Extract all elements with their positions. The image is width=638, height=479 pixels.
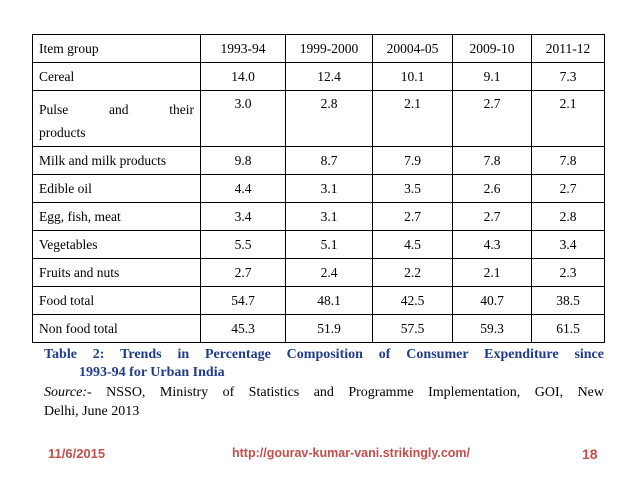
cell-value: 10.1 — [372, 62, 453, 91]
source-label: Source:- — [44, 385, 92, 400]
cell-value: 51.9 — [285, 314, 373, 343]
cell-value: 2.7 — [452, 90, 532, 147]
cell-value: 57.5 — [372, 314, 453, 343]
table-header-row: Item group 1993-94 1999-2000 20004-05 20… — [32, 34, 605, 63]
cell-value: 3.4 — [531, 230, 605, 259]
row-label: Cereal — [32, 62, 201, 91]
row-label: Food total — [32, 286, 201, 315]
cell-value: 2.3 — [531, 258, 605, 287]
cell-value: 2.1 — [372, 90, 453, 147]
row-label-line1: Pulse and their — [39, 102, 194, 117]
page-number: 18 — [582, 446, 598, 462]
header-year: 2011-12 — [531, 34, 605, 63]
cell-value: 5.1 — [285, 230, 373, 259]
cell-value: 61.5 — [531, 314, 605, 343]
row-label: Edible oil — [32, 174, 201, 203]
cell-value: 2.6 — [452, 174, 532, 203]
cell-value: 8.7 — [285, 146, 373, 175]
cell-value: 12.4 — [285, 62, 373, 91]
source-text: NSSO, Ministry of Statistics and Program… — [91, 385, 604, 400]
cell-value: 4.5 — [372, 230, 453, 259]
source-line2: Delhi, June 2013 — [44, 404, 140, 419]
table-row: Edible oil 4.4 3.1 3.5 2.6 2.7 — [32, 174, 605, 203]
cell-value: 2.8 — [531, 202, 605, 231]
cell-value: 42.5 — [372, 286, 453, 315]
row-label: Egg, fish, meat — [32, 202, 201, 231]
row-label: Fruits and nuts — [32, 258, 201, 287]
table-row: Fruits and nuts 2.7 2.4 2.2 2.1 2.3 — [32, 258, 605, 287]
expenditure-table: Item group 1993-94 1999-2000 20004-05 20… — [32, 34, 605, 343]
header-year: 2009-10 — [452, 34, 532, 63]
cell-value: 3.0 — [200, 90, 286, 147]
cell-value: 45.3 — [200, 314, 286, 343]
footer-url-link[interactable]: http://gourav-kumar-vani.strikingly.com/ — [232, 446, 471, 460]
footer-date: 11/6/2015 — [48, 446, 106, 461]
header-year: 1999-2000 — [285, 34, 373, 63]
cell-value: 48.1 — [285, 286, 373, 315]
row-label: Milk and milk products — [32, 146, 201, 175]
cell-value: 4.3 — [452, 230, 532, 259]
row-label: Vegetables — [32, 230, 201, 259]
cell-value: 2.1 — [531, 90, 605, 147]
cell-value: 5.5 — [200, 230, 286, 259]
caption-line2: 1993-94 for Urban India — [79, 364, 225, 380]
cell-value: 9.8 — [200, 146, 286, 175]
table-row: Cereal 14.0 12.4 10.1 9.1 7.3 — [32, 62, 605, 91]
cell-value: 4.4 — [200, 174, 286, 203]
cell-value: 7.9 — [372, 146, 453, 175]
source-note: Source:- NSSO, Ministry of Statistics an… — [44, 383, 604, 421]
cell-value: 2.4 — [285, 258, 373, 287]
table-row: Egg, fish, meat 3.4 3.1 2.7 2.7 2.8 — [32, 202, 605, 231]
cell-value: 2.7 — [452, 202, 532, 231]
cell-value: 2.1 — [452, 258, 532, 287]
header-year: 20004-05 — [372, 34, 453, 63]
header-year: 1993-94 — [200, 34, 286, 63]
row-label: Pulse and their products — [32, 90, 201, 147]
cell-value: 40.7 — [452, 286, 532, 315]
cell-value: 2.8 — [285, 90, 373, 147]
cell-value: 14.0 — [200, 62, 286, 91]
cell-value: 9.1 — [452, 62, 532, 91]
cell-value: 3.4 — [200, 202, 286, 231]
cell-value: 7.8 — [531, 146, 605, 175]
table-caption: Table 2: Trends in Percentage Compositio… — [44, 346, 604, 381]
cell-value: 7.8 — [452, 146, 532, 175]
row-label: Non food total — [32, 314, 201, 343]
row-label-line2: products — [39, 125, 86, 140]
cell-value: 3.1 — [285, 202, 373, 231]
cell-value: 3.1 — [285, 174, 373, 203]
cell-value: 38.5 — [531, 286, 605, 315]
cell-value: 3.5 — [372, 174, 453, 203]
table-row: Pulse and their products 3.0 2.8 2.1 2.7… — [32, 90, 605, 147]
cell-value: 2.7 — [372, 202, 453, 231]
header-item-group: Item group — [32, 34, 201, 63]
source-line1: Source:- NSSO, Ministry of Statistics an… — [44, 383, 604, 402]
table-row: Food total 54.7 48.1 42.5 40.7 38.5 — [32, 286, 605, 315]
table-row: Non food total 45.3 51.9 57.5 59.3 61.5 — [32, 314, 605, 343]
cell-value: 2.2 — [372, 258, 453, 287]
cell-value: 7.3 — [531, 62, 605, 91]
cell-value: 59.3 — [452, 314, 532, 343]
cell-value: 2.7 — [531, 174, 605, 203]
caption-line1: Table 2: Trends in Percentage Compositio… — [44, 347, 604, 362]
table-row: Milk and milk products 9.8 8.7 7.9 7.8 7… — [32, 146, 605, 175]
cell-value: 54.7 — [200, 286, 286, 315]
cell-value: 2.7 — [200, 258, 286, 287]
table-row: Vegetables 5.5 5.1 4.5 4.3 3.4 — [32, 230, 605, 259]
